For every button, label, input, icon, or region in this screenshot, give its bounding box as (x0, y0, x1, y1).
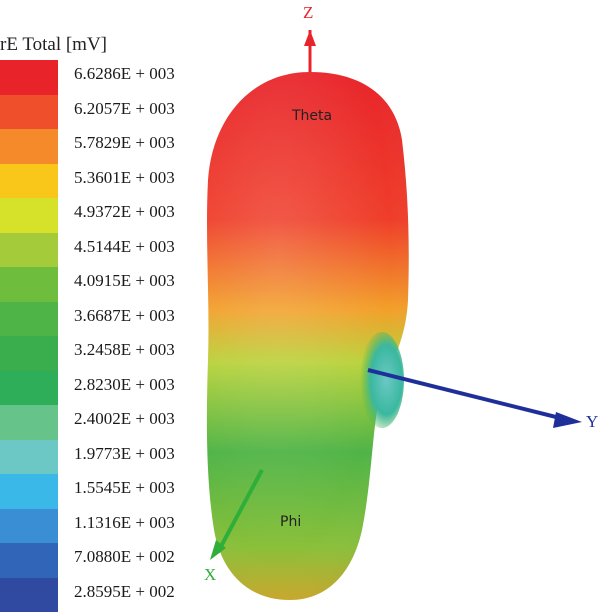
side-dimple (360, 332, 404, 428)
theta-annotation: Theta (291, 108, 332, 124)
z-axis-label: Z (303, 3, 313, 22)
y-axis-label: Y (586, 412, 598, 431)
phi-annotation: Phi (280, 514, 301, 530)
x-axis-label: X (204, 565, 216, 584)
